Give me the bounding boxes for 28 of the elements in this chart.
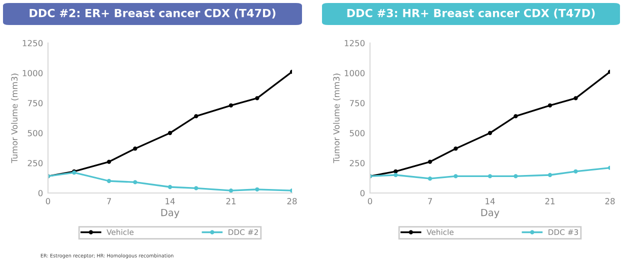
y-axis-title: Tumor Volume (mm3) <box>11 74 19 164</box>
y-tick-label: 1000 <box>22 70 43 76</box>
y-tick-label: 250 <box>350 160 365 166</box>
x-tick-label: 14 <box>486 198 495 204</box>
y-tick-label: 0 <box>360 190 365 196</box>
x-tick-label: 7 <box>428 198 432 204</box>
y-tick-label: 250 <box>28 160 43 166</box>
y-tick-label: 0 <box>38 190 43 196</box>
y-tick-label: 750 <box>350 100 365 106</box>
y-axis-title: Tumor Volume (mm3) <box>333 74 341 164</box>
x-tick-label: 28 <box>287 198 297 204</box>
x-tick-label: 14 <box>166 198 175 204</box>
x-axis-title: Day <box>481 209 500 218</box>
x-tick-label: 0 <box>46 198 50 204</box>
x-tick-label: 7 <box>107 198 111 204</box>
x-tick-label: 0 <box>368 198 372 204</box>
y-tick-label: 1000 <box>344 70 365 76</box>
x-axis-title: Day <box>161 209 180 218</box>
chart-title: DDC #2: ER+ Breast cancer CDX (T47D) <box>30 8 276 19</box>
y-tick-label: 500 <box>350 130 365 136</box>
y-tick-label: 750 <box>28 100 43 106</box>
x-tick-label: 28 <box>605 198 615 204</box>
x-tick-label: 21 <box>545 198 555 204</box>
y-tick-label: 1250 <box>344 40 365 46</box>
y-tick-label: 1250 <box>22 40 43 46</box>
chart-title: DDC #3: HR+ Breast cancer CDX (T47D) <box>347 8 595 19</box>
y-tick-label: 500 <box>28 130 43 136</box>
x-tick-label: 21 <box>226 198 236 204</box>
